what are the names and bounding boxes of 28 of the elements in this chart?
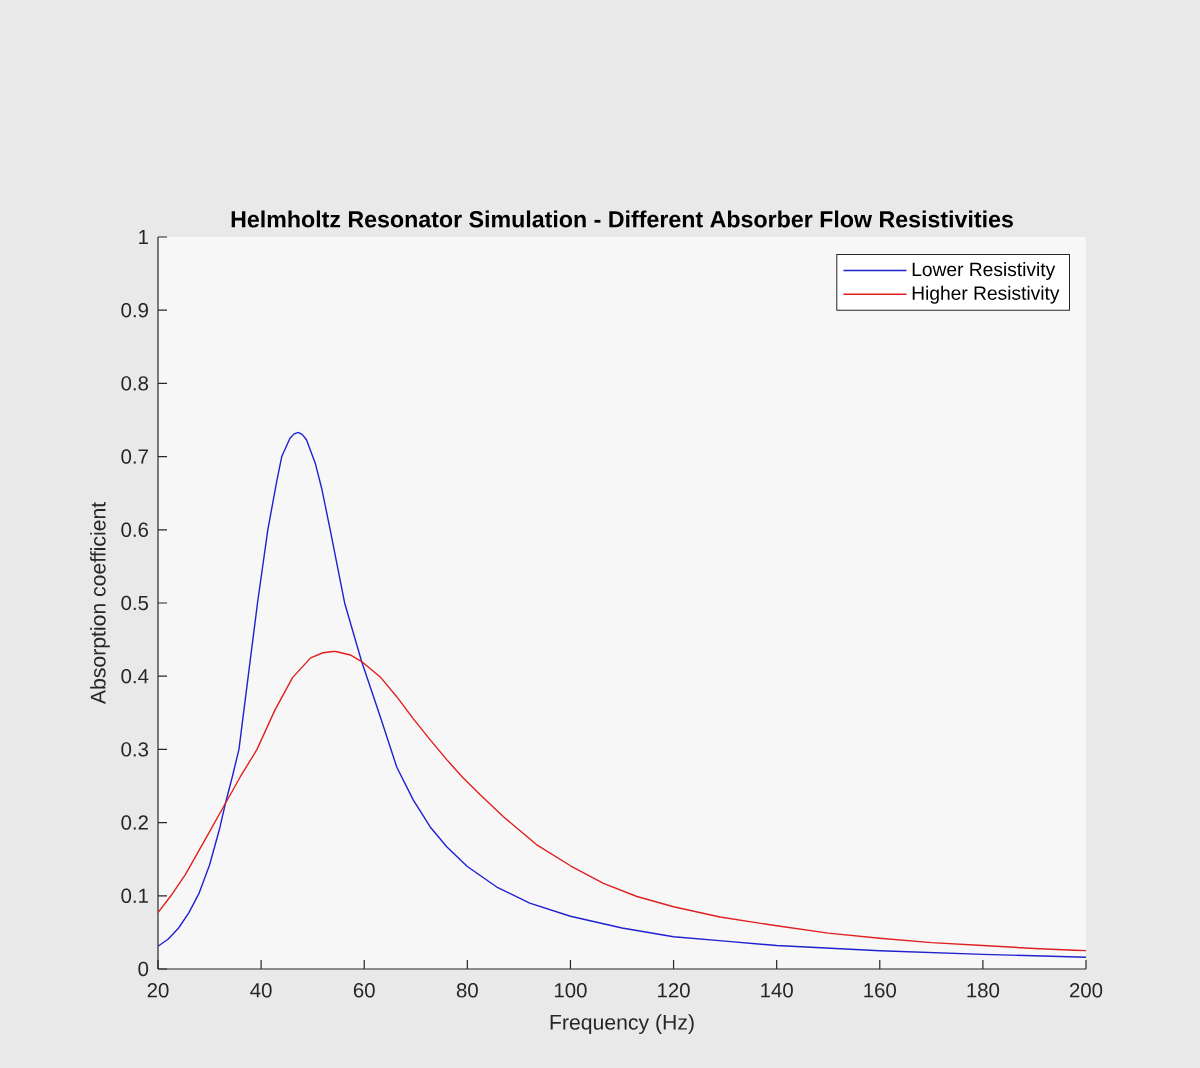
legend-label: Lower Resistivity xyxy=(912,262,1056,280)
x-tick-label: 60 xyxy=(353,983,375,998)
y-axis-title: Absorption coefficient xyxy=(90,502,110,705)
y-tick-label: 0.7 xyxy=(121,449,148,464)
x-tick-label: 40 xyxy=(250,983,272,998)
x-tick-label: 20 xyxy=(147,983,169,998)
y-tick-label: 0.4 xyxy=(121,668,149,684)
x-tick-label: 80 xyxy=(456,983,478,998)
y-tick-label: 0.5 xyxy=(121,595,149,611)
y-tick-label: 0.6 xyxy=(121,522,149,537)
chart-title: Helmholtz Resonator Simulation - Different Absorber Flow Resistivities xyxy=(231,210,1013,228)
y-tick-label: 0.3 xyxy=(121,742,149,757)
legend-label: Higher Resistivity xyxy=(912,285,1060,304)
x-tick-label: 140 xyxy=(761,983,793,998)
y-tick-label: 0 xyxy=(138,961,149,977)
x-tick-label: 160 xyxy=(864,983,896,998)
y-tick-label: 0.2 xyxy=(121,815,148,830)
x-tick-label: 120 xyxy=(658,983,690,998)
x-axis-title: Frequency (Hz) xyxy=(550,1014,694,1034)
y-tick-label: 0.9 xyxy=(121,302,148,318)
y-tick-label: 0.8 xyxy=(121,376,149,391)
x-tick-label: 180 xyxy=(967,983,1000,998)
x-tick-label: 200 xyxy=(1070,983,1103,998)
line-series xyxy=(158,650,1087,952)
y-tick-label: 1 xyxy=(139,229,148,244)
line-series xyxy=(158,431,1087,958)
y-tick-label: 0.1 xyxy=(121,888,148,903)
x-tick-label: 100 xyxy=(555,983,587,998)
